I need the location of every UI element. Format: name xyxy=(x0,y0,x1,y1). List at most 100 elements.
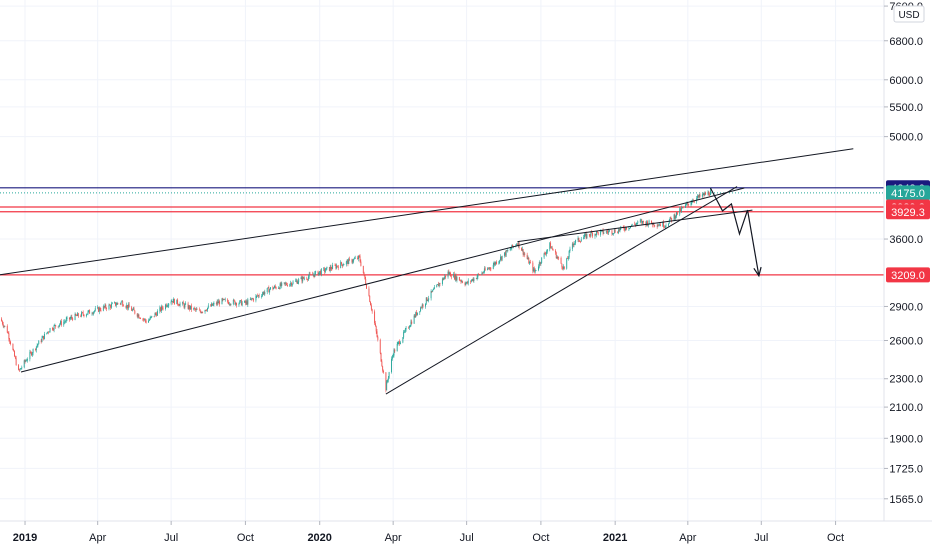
candle-body xyxy=(228,303,230,305)
candle-body xyxy=(662,222,664,227)
candle-body xyxy=(222,298,224,300)
candle-body xyxy=(315,271,317,273)
candle-body xyxy=(371,309,373,312)
candle-body xyxy=(335,265,337,269)
price-level-tag-text: 4175.0 xyxy=(891,188,925,200)
candle-body xyxy=(60,321,61,325)
candle-body xyxy=(320,268,322,275)
candle-body xyxy=(617,229,619,234)
candle-body xyxy=(200,311,202,314)
candle-body xyxy=(207,307,208,311)
candle-body xyxy=(374,311,376,324)
candle-body xyxy=(70,316,72,319)
candle-body xyxy=(675,216,677,219)
candle-body xyxy=(302,276,304,282)
candle-body xyxy=(342,265,344,267)
trend-lines[interactable] xyxy=(0,148,854,395)
candle-body xyxy=(571,243,573,249)
candle-body xyxy=(64,321,66,323)
candle-body xyxy=(89,310,91,314)
x-tick-label: Oct xyxy=(827,532,844,544)
trend-line[interactable] xyxy=(0,148,854,276)
candle-body xyxy=(505,250,507,256)
candle-body xyxy=(346,260,348,262)
candlestick-series xyxy=(1,187,711,393)
candle-body xyxy=(82,312,84,315)
x-tick-label: 2021 xyxy=(603,532,627,544)
candle-body xyxy=(471,278,473,281)
candle-body xyxy=(306,278,308,280)
candle-body xyxy=(421,304,423,308)
candle-body xyxy=(4,325,6,327)
projection-path[interactable] xyxy=(709,187,762,278)
candle-body xyxy=(556,256,558,259)
candle-body xyxy=(709,190,711,196)
candle-body xyxy=(156,311,158,316)
candle-body xyxy=(35,346,37,350)
candle-body xyxy=(659,224,661,227)
trend-line[interactable] xyxy=(517,209,753,243)
candle-body xyxy=(676,212,678,215)
candle-body xyxy=(340,262,342,269)
candle-body xyxy=(637,221,639,224)
candle-body xyxy=(396,343,398,352)
candle-body xyxy=(228,301,229,305)
candle-body xyxy=(114,302,116,306)
currency-badge[interactable]: USD xyxy=(893,5,925,23)
candle-body xyxy=(72,318,74,320)
candle-body xyxy=(523,253,525,255)
candle-body xyxy=(110,305,112,308)
candle-body xyxy=(488,267,490,269)
candle-body xyxy=(682,207,684,209)
candle-body xyxy=(8,333,10,340)
candle-body xyxy=(104,304,106,308)
candle-body xyxy=(450,272,451,277)
candle-body xyxy=(433,287,435,290)
candle-body xyxy=(14,356,16,359)
candle-body xyxy=(550,247,552,249)
candle-body xyxy=(1,321,3,325)
candle-body xyxy=(517,244,518,246)
candle-body xyxy=(116,303,118,305)
candle-body xyxy=(498,261,500,264)
candle-body xyxy=(257,295,258,297)
candle-body xyxy=(263,292,265,295)
candle-body xyxy=(351,259,353,263)
candle-body xyxy=(357,257,359,260)
y-tick-label: 1565.0 xyxy=(889,494,923,506)
candle-body xyxy=(408,327,410,328)
candle-body xyxy=(216,301,218,305)
candle-body xyxy=(258,295,260,297)
candle-body xyxy=(307,276,309,280)
projection-arrowhead[interactable] xyxy=(753,266,762,278)
candle-body xyxy=(526,254,528,259)
candle-body xyxy=(109,304,111,306)
price-axis[interactable]: 1565.0 1725.0 1900.0 2100.0 2300.0 2600.0 2900… xyxy=(883,0,932,521)
candle-body xyxy=(663,222,665,227)
candle-body xyxy=(268,287,270,293)
candle-body xyxy=(507,250,509,252)
candle-body xyxy=(566,258,568,269)
candle-body xyxy=(375,326,377,332)
candle-body xyxy=(466,281,468,284)
candle-body xyxy=(579,241,581,242)
candle-body xyxy=(688,204,690,206)
candle-body xyxy=(251,298,253,300)
candle-body xyxy=(460,280,462,282)
candle-body xyxy=(88,310,90,312)
candle-body xyxy=(24,360,26,362)
projection-polyline[interactable] xyxy=(709,187,760,276)
time-axis[interactable]: 2019 Apr Jul Oct 2020 Apr Jul Oct 2021 Apr Jul Oct xyxy=(0,520,932,550)
candle-body xyxy=(139,317,141,319)
candle-body xyxy=(255,295,257,301)
candle-body xyxy=(347,260,349,265)
candle-body xyxy=(54,325,56,326)
y-tick-label: 5500.0 xyxy=(889,102,923,114)
candle-body xyxy=(6,325,8,333)
trend-line[interactable] xyxy=(20,187,745,373)
trend-line[interactable] xyxy=(385,186,738,395)
candle-body xyxy=(392,355,394,357)
candle-body xyxy=(19,368,21,371)
candle-body xyxy=(190,305,191,310)
